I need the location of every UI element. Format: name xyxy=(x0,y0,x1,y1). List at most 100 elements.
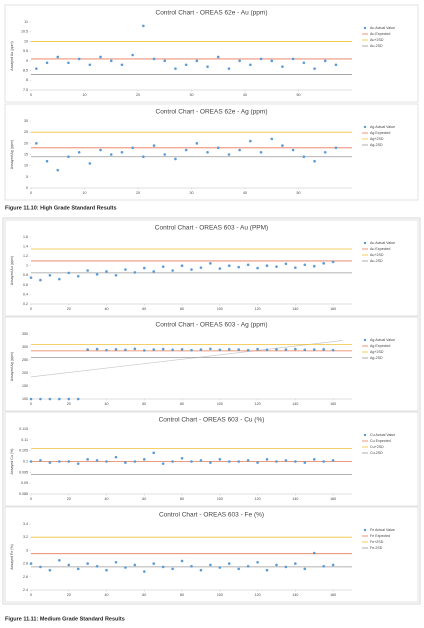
legend-label: Fe-2SD xyxy=(370,546,383,550)
y-tick-label: 2.8 xyxy=(23,562,28,566)
data-point xyxy=(195,142,199,145)
data-point xyxy=(331,348,335,352)
data-point xyxy=(199,568,203,572)
legend-label: Au+2SD xyxy=(370,38,384,42)
y-tick-label: 5 xyxy=(26,175,28,179)
legend-swatch xyxy=(363,338,367,342)
data-point xyxy=(216,146,220,150)
data-point xyxy=(152,348,156,351)
y-tick-label: 10 xyxy=(24,39,28,43)
data-point xyxy=(270,59,274,63)
data-point xyxy=(161,565,165,569)
x-tick-label: 60 xyxy=(142,307,146,311)
data-point xyxy=(131,53,134,57)
chart-title: Control Chart - OREAS 603 - Fe (%) xyxy=(159,512,264,519)
data-point xyxy=(312,551,316,555)
data-point xyxy=(67,271,71,275)
legend-label: Ag Expected xyxy=(370,344,390,348)
x-tick-label: 80 xyxy=(180,497,184,501)
x-tick-label: 40 xyxy=(243,93,247,97)
legend-label: Cu Actual Value xyxy=(370,433,395,437)
data-point xyxy=(184,148,188,152)
data-point xyxy=(58,559,61,562)
data-point xyxy=(291,57,295,61)
x-tick-label: 20 xyxy=(136,93,140,97)
data-point xyxy=(124,461,127,464)
data-point xyxy=(323,59,327,63)
data-point xyxy=(86,269,89,272)
x-tick-label: 80 xyxy=(180,307,184,311)
x-tick-label: 40 xyxy=(105,307,109,311)
data-point xyxy=(171,348,174,352)
y-tick-label: 200 xyxy=(22,371,28,375)
y-tick-label: 0.085 xyxy=(19,492,28,496)
data-point xyxy=(76,567,80,571)
data-point xyxy=(114,348,118,351)
x-tick-label: 40 xyxy=(105,402,109,406)
y-tick-label: 20 xyxy=(24,141,28,145)
y-tick-label: 8 xyxy=(26,78,28,82)
x-tick-label: 100 xyxy=(217,593,223,597)
data-point xyxy=(114,560,118,564)
x-tick-label: 0 xyxy=(30,497,32,501)
data-point xyxy=(163,153,167,156)
y-tick-label: 3 xyxy=(26,548,28,552)
data-point xyxy=(86,562,89,565)
y-tick-label: 7.5 xyxy=(23,88,28,92)
data-point xyxy=(190,564,193,568)
chart-frame xyxy=(4,506,419,603)
data-point xyxy=(312,458,316,461)
data-point xyxy=(29,397,33,401)
x-tick-label: 140 xyxy=(292,497,298,501)
y-tick-label: 1.4 xyxy=(23,245,28,249)
data-point xyxy=(58,277,61,281)
x-tick-label: 0 xyxy=(30,191,32,195)
x-tick-label: 60 xyxy=(142,497,146,501)
data-point xyxy=(195,59,199,63)
chart-frame xyxy=(4,103,419,201)
x-tick-label: 120 xyxy=(255,593,261,597)
chart-frame xyxy=(4,411,419,507)
data-point xyxy=(39,565,42,569)
data-point xyxy=(237,265,241,269)
data-point xyxy=(171,567,174,571)
data-point xyxy=(45,61,49,65)
data-point xyxy=(76,274,80,278)
data-point xyxy=(294,347,297,351)
data-point xyxy=(303,461,307,464)
x-tick-label: 100 xyxy=(217,402,223,406)
data-point xyxy=(246,564,250,568)
data-point xyxy=(218,348,222,352)
y-tick-label: 100 xyxy=(22,397,28,401)
data-point xyxy=(303,263,307,267)
data-point xyxy=(29,460,33,463)
data-point xyxy=(322,564,325,568)
y-tick-label: 3.2 xyxy=(23,535,28,539)
x-tick-label: 50 xyxy=(297,191,301,195)
x-tick-label: 60 xyxy=(142,593,146,597)
legend-label: Ag-2SD xyxy=(370,356,383,360)
data-point xyxy=(322,460,325,463)
x-tick-label: 140 xyxy=(292,402,298,406)
data-point xyxy=(209,461,212,464)
data-point xyxy=(142,266,146,270)
data-point xyxy=(142,570,146,573)
data-point xyxy=(152,270,156,273)
data-point xyxy=(35,67,38,70)
data-point xyxy=(133,563,137,567)
y-axis-label: Assayed Au (ppm) xyxy=(10,41,14,70)
data-point xyxy=(256,347,259,351)
y-tick-label: 25 xyxy=(24,130,28,134)
data-point xyxy=(331,459,335,462)
data-point xyxy=(39,459,42,462)
data-point xyxy=(291,148,295,152)
x-tick-label: 30 xyxy=(190,93,194,97)
data-point xyxy=(331,563,335,567)
data-point xyxy=(312,264,316,268)
data-point xyxy=(77,57,81,61)
legend-label: Ag Expected xyxy=(370,131,390,135)
legend-label: Ag Actual Value xyxy=(370,125,395,129)
data-point xyxy=(124,268,127,271)
data-point xyxy=(161,347,165,351)
